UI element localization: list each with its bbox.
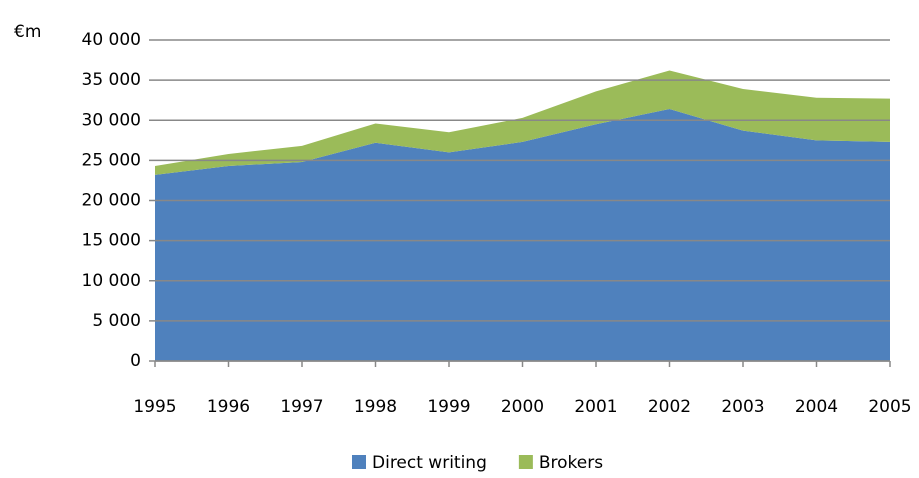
- y-tick-label: 5 000: [92, 311, 141, 331]
- legend-label: Brokers: [539, 453, 603, 473]
- x-tick-label: 2002: [648, 397, 691, 417]
- y-tick-label: 20 000: [82, 191, 141, 211]
- x-tick-label: 1995: [133, 397, 176, 417]
- x-tick-label: 2005: [868, 397, 911, 417]
- y-tick-label: 25 000: [82, 150, 141, 170]
- area: [155, 70, 890, 175]
- y-tick-label: 0: [130, 351, 141, 371]
- y-tick-label: 30 000: [82, 110, 141, 130]
- x-tick-label: 2004: [795, 397, 838, 417]
- x-tick-label: 1998: [354, 397, 397, 417]
- legend-swatch: [352, 455, 366, 469]
- area: [155, 109, 890, 361]
- y-tick-label: 15 000: [82, 231, 141, 251]
- y-tick-label: 10 000: [82, 271, 141, 291]
- x-tick-label: 1999: [427, 397, 470, 417]
- y-tick-label: 40 000: [82, 30, 141, 50]
- y-tick-label: 35 000: [82, 70, 141, 90]
- legend-label: Direct writing: [372, 453, 487, 473]
- x-tick-label: 2003: [721, 397, 764, 417]
- y-axis-label: €m: [14, 22, 41, 42]
- x-tick-label: 2001: [574, 397, 617, 417]
- x-tick-label: 2000: [501, 397, 544, 417]
- x-tick-label: 1996: [207, 397, 250, 417]
- legend-swatch: [518, 455, 533, 469]
- x-tick-label: 1997: [280, 397, 323, 417]
